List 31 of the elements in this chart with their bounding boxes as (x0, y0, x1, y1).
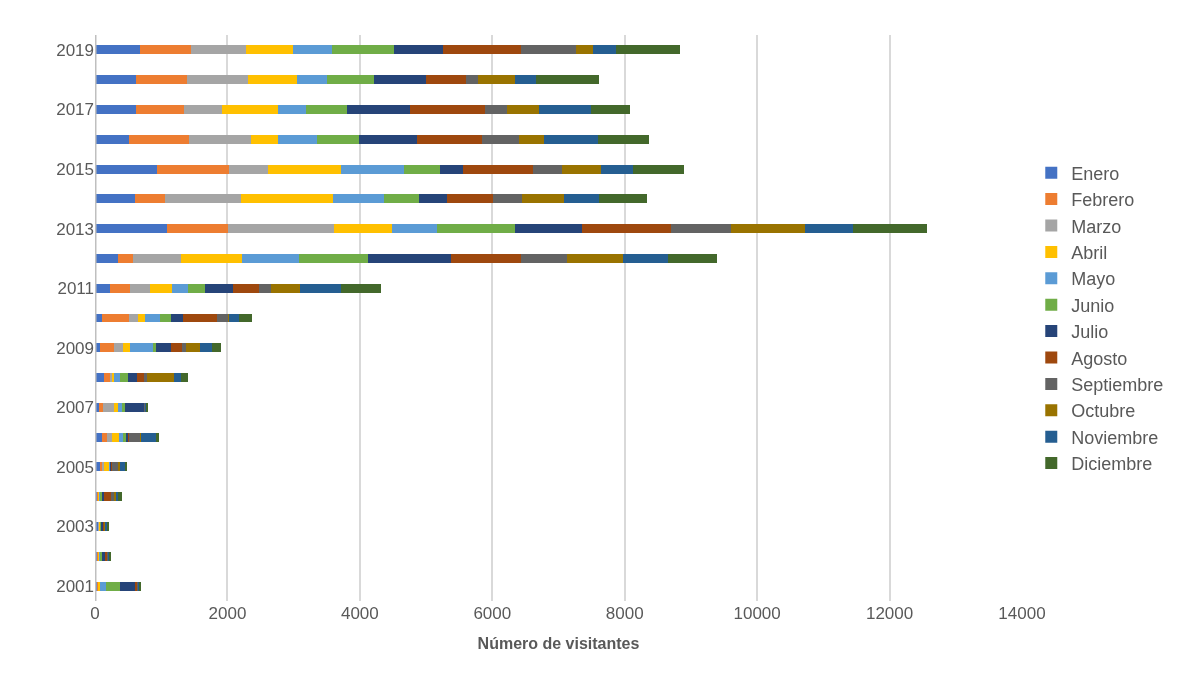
legend-label: Junio (1071, 295, 1115, 316)
legend-label: Noviembre (1071, 427, 1159, 448)
x-tick-label: 14000 (998, 604, 1046, 623)
y-tick-label: 2007 (56, 398, 94, 418)
x-tick-label: 10000 (733, 604, 781, 623)
legend-label: Febrero (1071, 190, 1135, 211)
y-tick-label: 2005 (56, 457, 94, 477)
legend-label: Diciembre (1071, 454, 1153, 475)
x-tick-label: 6000 (473, 604, 512, 623)
y-tick-label: 2003 (56, 517, 94, 537)
y-tick-label: 2013 (56, 219, 94, 239)
legend-label: Octubre (1071, 401, 1136, 422)
y-tick-label: 2011 (57, 279, 94, 299)
x-tick-label: 12000 (865, 604, 914, 623)
legend-label: Abril (1071, 242, 1108, 263)
y-tick-label: 2009 (56, 338, 94, 358)
x-tick-label: 2000 (208, 604, 247, 623)
legend-label: Septiembre (1071, 374, 1164, 395)
x-tick-label: 8000 (605, 604, 644, 623)
legend-label: Julio (1071, 322, 1109, 343)
x-tick-label: 0 (90, 604, 100, 623)
y-tick-label: 2017 (56, 100, 94, 120)
y-tick-label: 2001 (56, 577, 94, 597)
y-tick-label: 2015 (56, 160, 94, 179)
y-tick-label: 2019 (56, 40, 94, 60)
legend-label: Agosto (1071, 348, 1128, 369)
legend-label: Marzo (1071, 216, 1122, 237)
x-axis-title: Número de visitantes (477, 634, 640, 652)
legend-label: Mayo (1071, 269, 1116, 290)
legend-label: Enero (1071, 163, 1120, 184)
x-tick-label: 4000 (340, 604, 379, 623)
